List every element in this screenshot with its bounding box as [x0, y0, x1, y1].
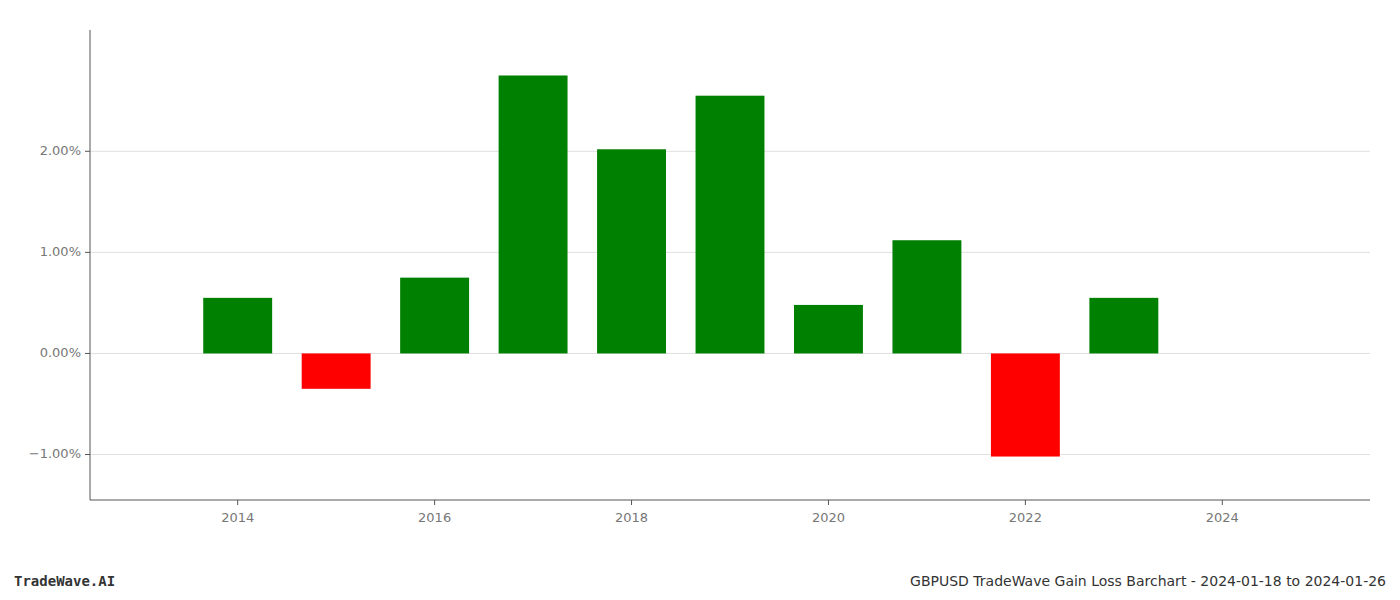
y-axis-line: [90, 30, 91, 500]
y-tick: [85, 353, 90, 354]
bar: 2022: [991, 353, 1060, 456]
y-tick: [85, 454, 90, 455]
bar: 2015: [302, 353, 371, 388]
bar: 2021: [892, 240, 961, 353]
chart-container: 2014 2015 2016 2017 2018 2019 2020 2021 2022 2023…: [0, 0, 1400, 600]
x-tick: [631, 500, 632, 505]
x-axis-line: [90, 500, 1370, 501]
x-tick-label: 2014: [221, 510, 254, 525]
x-tick-label: 2016: [418, 510, 451, 525]
y-tick: [85, 151, 90, 152]
chart-svg: 2014 2015 2016 2017 2018 2019 2020 2021 2022 2023…: [0, 0, 1400, 600]
y-tick-label: 1.00%: [40, 244, 81, 259]
bar: 2018: [597, 149, 666, 353]
bar: 2016: [400, 278, 469, 354]
x-tick-label: 2024: [1206, 510, 1239, 525]
bars: 2014 2015 2016 2017 2018 2019 2020 2021 2022 2023: [203, 75, 1158, 456]
bar: 2023: [1089, 298, 1158, 354]
bar: 2014: [203, 298, 272, 354]
x-tick: [1025, 500, 1026, 505]
x-tick: [237, 500, 238, 505]
y-tick: [85, 252, 90, 253]
x-tick-label: 2020: [812, 510, 845, 525]
y-tick-label: −1.00%: [29, 446, 81, 461]
axes: −1.00% 0.00% 1.00% 2.00% 2014 2016 2018 2020 202…: [29, 30, 1370, 525]
x-tick: [828, 500, 829, 505]
grid-line: [90, 454, 1370, 455]
x-tick-label: 2018: [615, 510, 648, 525]
bar: 2019: [696, 96, 765, 354]
x-tick-label: 2022: [1009, 510, 1042, 525]
bar: 2020: [794, 305, 863, 354]
y-tick-label: 0.00%: [40, 345, 81, 360]
title: GBPUSD TradeWave Gain Loss Barchart - 20…: [910, 573, 1386, 589]
x-tick: [1222, 500, 1223, 505]
watermark: TradeWave.AI: [14, 573, 115, 589]
bar: 2017: [499, 75, 568, 353]
x-tick: [434, 500, 435, 505]
y-tick-label: 2.00%: [40, 143, 81, 158]
